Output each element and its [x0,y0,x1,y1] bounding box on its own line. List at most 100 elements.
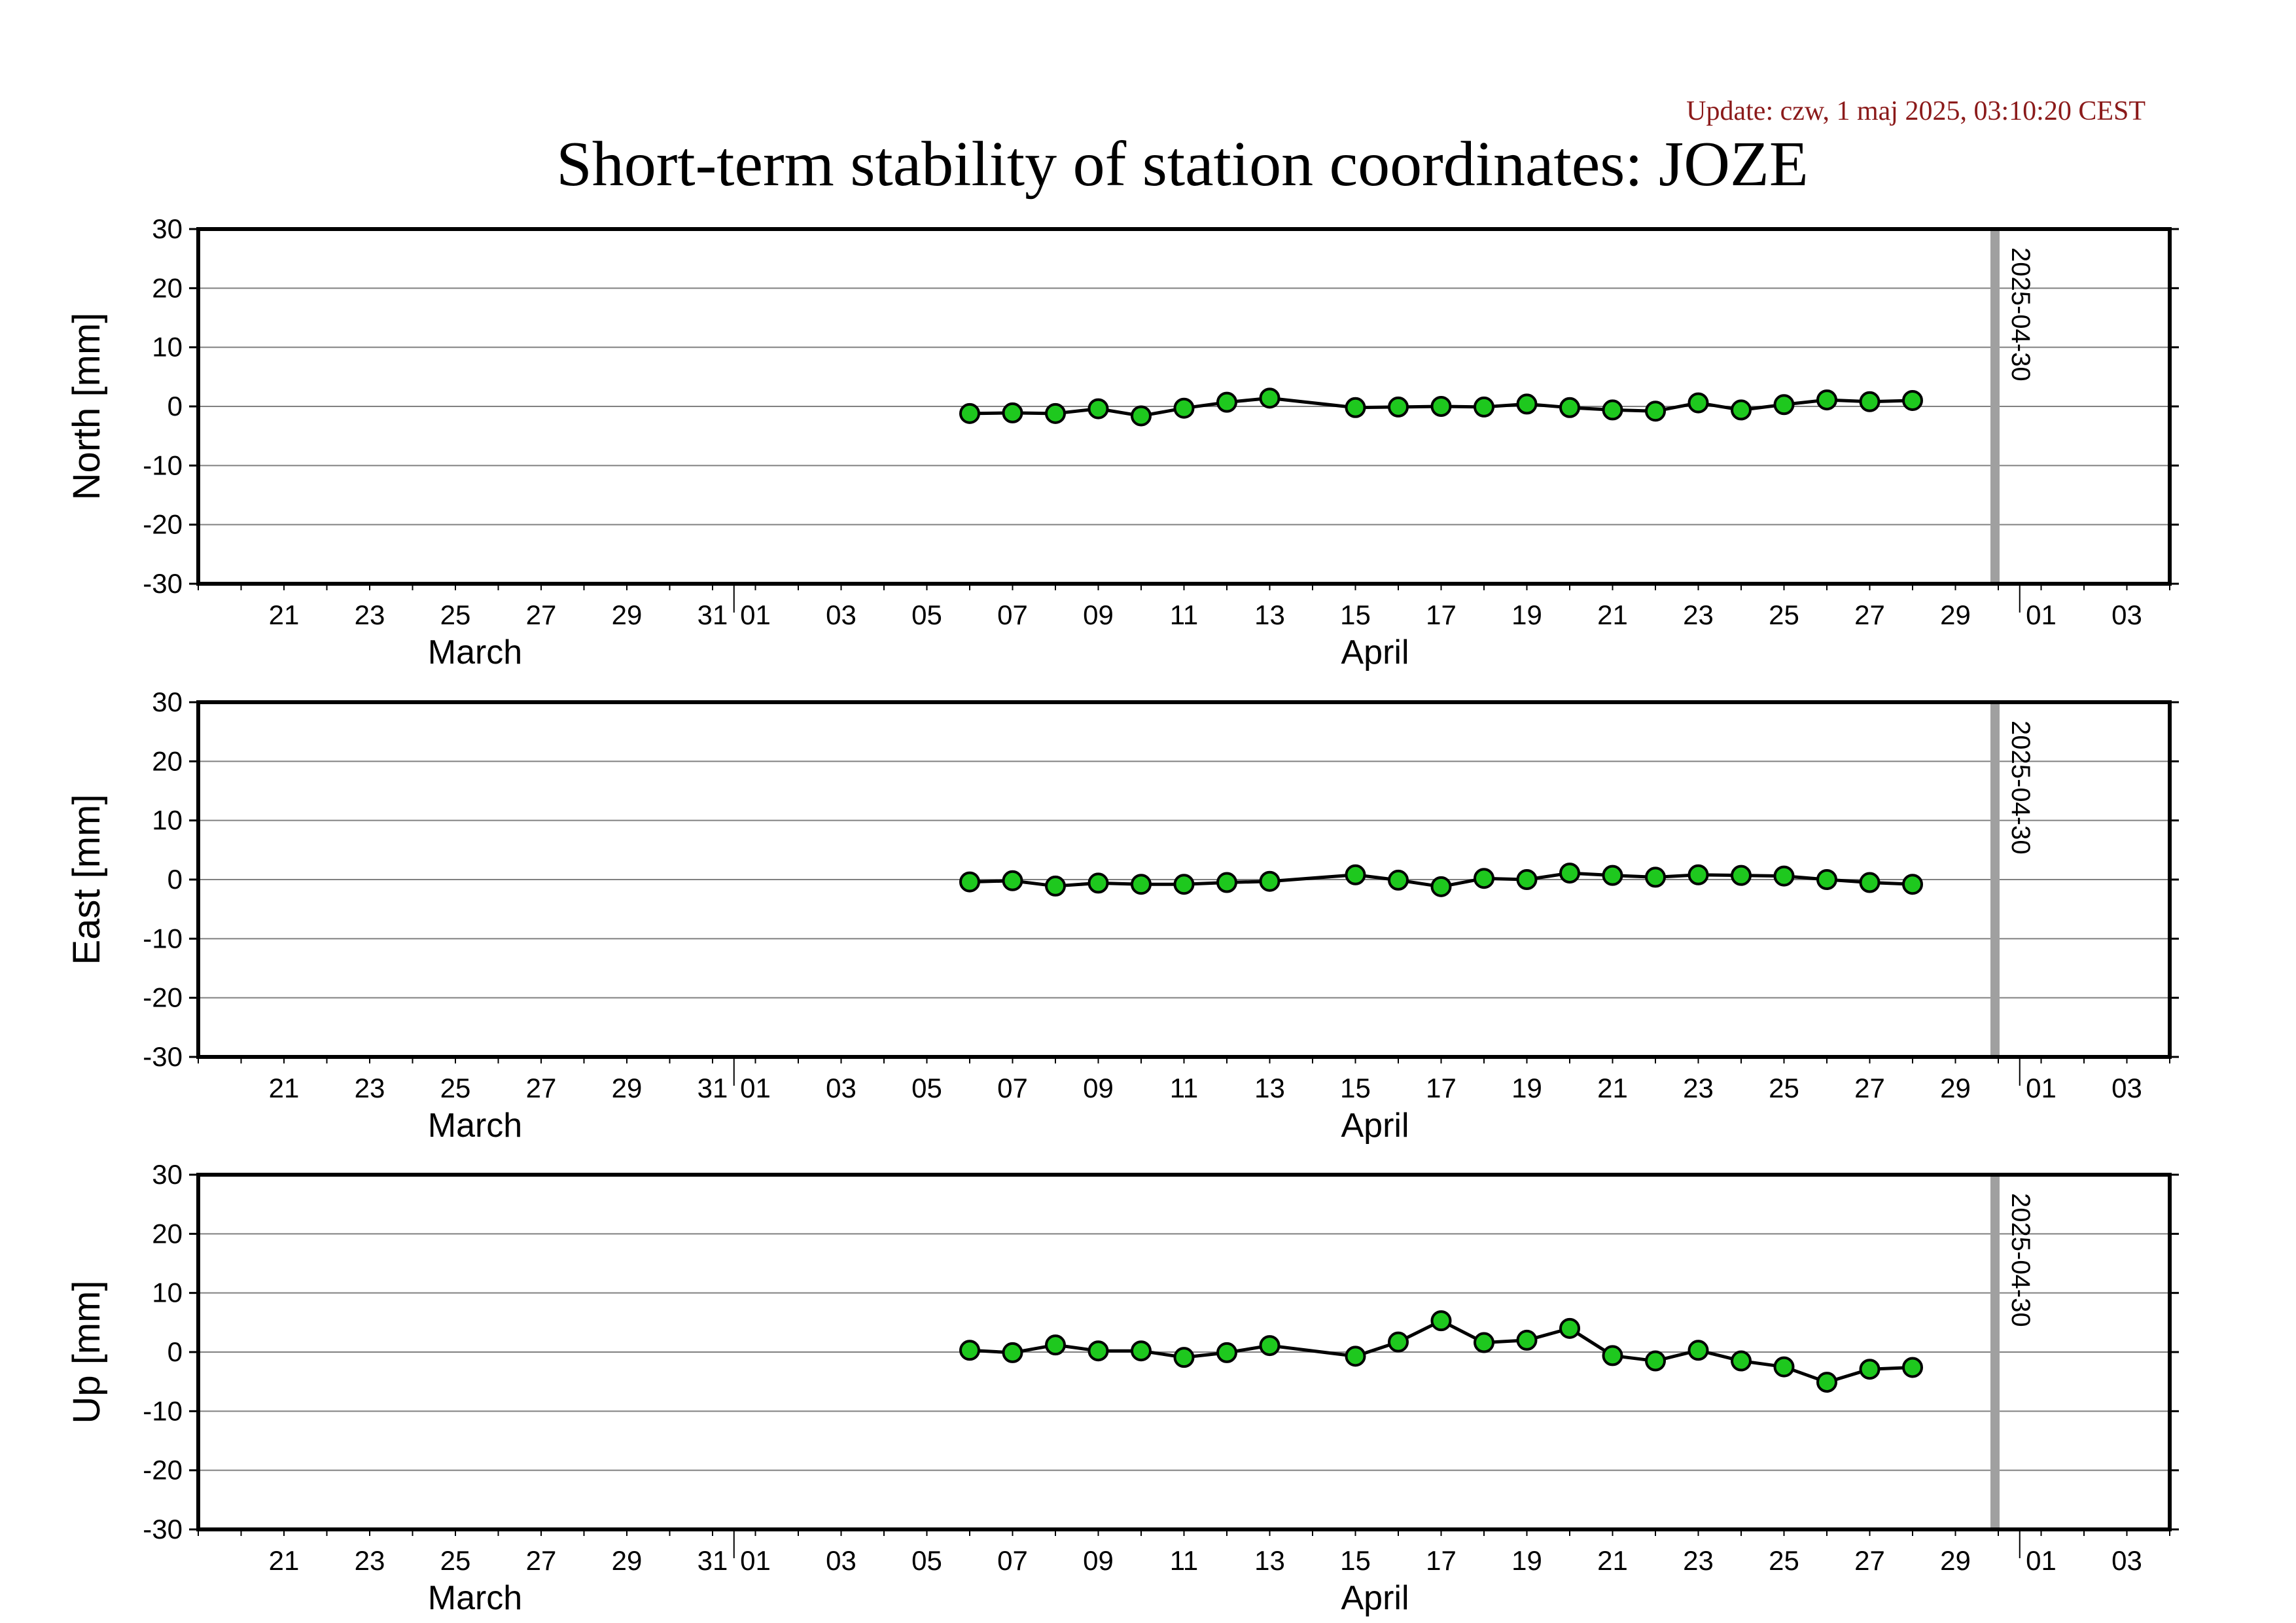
x-tick-label: 17 [1426,599,1457,630]
data-point [1087,398,1109,419]
month-label: March [428,1107,522,1145]
x-tick-label: 25 [1769,599,1799,630]
x-tick-label: 19 [1511,1545,1542,1576]
data-point [1259,1335,1280,1357]
x-tick-label: 05 [911,599,942,630]
data-point [1559,397,1580,418]
data-point [1045,1334,1066,1356]
y-tick-label: 0 [168,391,183,421]
x-tick-label: 23 [1683,1545,1714,1576]
data-point [1259,870,1280,892]
data-point [1645,866,1666,888]
x-tick-label: 23 [1683,1073,1714,1103]
data-point [1902,389,1923,411]
x-tick-label: 21 [1597,1073,1628,1103]
y-tick-label: 30 [152,687,183,717]
x-tick-label: 27 [526,1545,557,1576]
data-point [1474,396,1494,418]
x-tick-label: 27 [1854,599,1885,630]
x-tick-label: 25 [440,1545,471,1576]
x-tick-label: 11 [1170,1073,1199,1103]
data-point [1087,1340,1109,1362]
x-tick-label: 29 [1940,599,1971,630]
x-tick-label: 27 [526,1073,557,1103]
data-point [1731,399,1752,421]
data-point [1131,874,1152,895]
month-label: March [428,1579,522,1617]
x-tick-label: 25 [440,1073,471,1103]
series-line [969,1319,1913,1384]
x-tick-label: 29 [612,1073,643,1103]
x-tick-label: 29 [1940,1073,1971,1103]
x-tick-label: 27 [1854,1545,1885,1576]
x-tick-label: 21 [269,599,300,630]
y-tick-label: -20 [143,509,183,540]
x-tick-label: 07 [997,1073,1028,1103]
x-tick-label: 23 [355,599,385,630]
x-tick-label: 25 [440,599,471,630]
y-tick-label: -10 [143,450,183,480]
data-point [1602,399,1623,421]
data-point [1902,874,1923,895]
y-tick-label: 20 [152,272,183,303]
x-tick-label: 15 [1340,1545,1371,1576]
data-point [1731,865,1752,886]
data-point [1216,872,1237,893]
y-tick-label: -10 [143,1395,183,1426]
x-tick-label: 27 [526,599,557,630]
date-marker-label: 2025-04-30 [2006,721,2035,855]
x-tick-label: 27 [1854,1073,1885,1103]
data-point [1859,872,1881,893]
x-tick-label: 03 [826,1545,857,1576]
x-tick-label: 07 [997,1545,1028,1576]
x-tick-label: 09 [1083,599,1114,630]
data-point [1816,389,1837,411]
x-tick-label: 01 [740,1073,771,1103]
data-point [1474,868,1494,889]
data-point [1902,1357,1923,1378]
data-point [1645,1350,1666,1372]
x-tick-label: 31 [698,1073,728,1103]
chart-title: Short-term stability of station coordina… [556,129,1808,200]
date-marker-bar [1990,229,2000,584]
x-tick-label: 13 [1254,1545,1285,1576]
data-point [1131,1340,1152,1362]
plot-frame [196,227,2172,586]
data-point [1773,394,1795,416]
data-point [1002,1342,1023,1363]
x-tick-label: 23 [355,1545,385,1576]
series-line [969,871,1913,889]
data-point [1559,863,1580,884]
data-point [1173,874,1195,895]
data-point [1516,393,1538,415]
data-point [1602,1345,1623,1366]
y-tick-label: -30 [143,568,183,599]
x-tick-label: 15 [1340,599,1371,630]
x-tick-label: 01 [740,1545,771,1576]
y-tick-label: 0 [168,864,183,895]
x-tick-label: 19 [1511,1073,1542,1103]
x-tick-label: 21 [1597,1545,1628,1576]
data-point [1474,1332,1494,1353]
x-tick-label: 29 [612,599,643,630]
y-tick-label: 20 [152,1218,183,1249]
data-point [1687,864,1709,885]
data-point [1131,405,1152,427]
x-tick-label: 31 [698,599,728,630]
x-tick-label: 21 [269,1073,300,1103]
y-tick-label: 10 [152,1277,183,1308]
x-tick-label: 01 [2026,1073,2057,1103]
x-tick-label: 29 [1940,1545,1971,1576]
x-tick-label: 11 [1170,599,1199,630]
data-point [1345,1346,1366,1367]
x-tick-label: 13 [1254,1073,1285,1103]
data-point [959,1340,980,1361]
y-tick-label: 10 [152,805,183,836]
data-point [1859,391,1881,412]
month-label: April [1341,633,1409,671]
data-point [1816,1372,1837,1393]
data-point [959,871,980,893]
date-marker-label: 2025-04-30 [2006,1193,2035,1327]
